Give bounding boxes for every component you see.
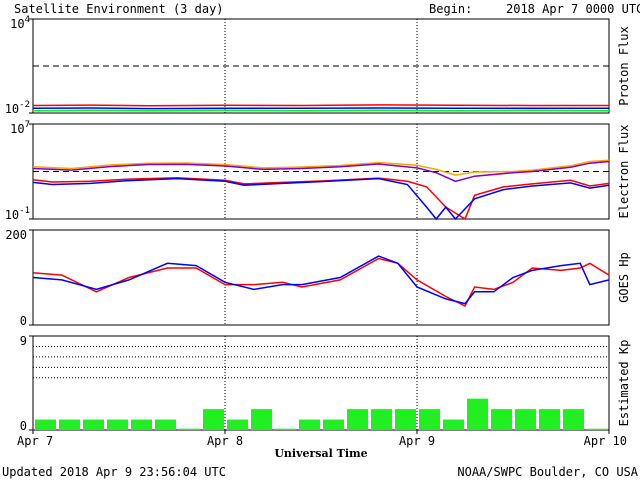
kp-bar: [515, 409, 536, 430]
y-tick-exponent: -1: [19, 206, 30, 216]
kp-bar: [155, 419, 176, 430]
panel-3: 200 0 GOES Hp: [5, 228, 631, 328]
y-tick-label: 0: [20, 314, 27, 328]
y-tick-base: 10: [5, 208, 19, 222]
y-axis-label: GOES Hp: [617, 252, 631, 303]
begin-value: 2018 Apr 7 0000 UTC: [506, 2, 640, 16]
kp-bar: [563, 409, 584, 430]
kp-bar: [179, 428, 200, 430]
y-tick-label: 200: [5, 228, 27, 242]
y-axis-label: Electron Flux: [617, 125, 631, 219]
kp-bar: [299, 419, 320, 430]
kp-bar: [323, 419, 344, 430]
footer-updated: Updated 2018 Apr 9 23:56:04 UTC: [2, 465, 226, 479]
series-line-2: [32, 107, 609, 110]
kp-bar: [371, 409, 392, 430]
panel-frame: [32, 229, 610, 326]
x-tick-label: Apr 9: [399, 434, 435, 448]
kp-bar: [419, 409, 440, 430]
y-axis-label: Proton Flux: [617, 26, 631, 105]
y-tick-exponent: 7: [25, 120, 30, 130]
kp-bar: [203, 409, 224, 430]
y-tick-exponent: 4: [25, 15, 30, 25]
y-tick-label: 10-1: [5, 206, 30, 222]
kp-bar: [251, 409, 272, 430]
y-tick-label: 107: [10, 120, 30, 136]
y-tick-label: 104: [10, 15, 30, 31]
y-tick-base: 10: [5, 102, 19, 116]
footer-credit: NOAA/SWPC Boulder, CO USA: [457, 465, 638, 479]
panel-frame: [32, 18, 610, 114]
kp-bar: [491, 409, 512, 430]
kp-bar: [275, 428, 296, 430]
y-tick-label: 0: [20, 419, 27, 433]
x-axis-label: Universal Time: [274, 447, 367, 460]
x-tick-label: Apr 10: [584, 434, 627, 448]
kp-bar: [83, 419, 104, 430]
kp-bar: [107, 419, 128, 430]
y-tick-label: 10-2: [5, 100, 30, 116]
y-tick-label: 9: [20, 334, 27, 348]
series-line-1: [32, 159, 610, 176]
series-line-3: [32, 176, 610, 221]
series-line-4: [32, 177, 610, 221]
series-line-2: [32, 160, 610, 183]
kp-bar: [443, 419, 464, 430]
y-tick-base: 10: [10, 122, 24, 136]
series-line-3: [32, 109, 610, 112]
kp-bar: [59, 419, 80, 430]
y-tick-exponent: -2: [19, 100, 30, 110]
begin-label: Begin:: [429, 2, 472, 16]
kp-bar: [347, 409, 368, 430]
kp-bar: [395, 409, 416, 430]
y-axis-label: Estimated Kp: [617, 340, 631, 427]
panel-4: 9 0 Estimated Kp Apr 7 Apr 8 Apr 9 Apr 10 Unive…: [17, 334, 631, 460]
chart-title: Satellite Environment (3 day): [14, 2, 224, 16]
kp-bar: [131, 419, 152, 430]
kp-bar: [35, 419, 56, 430]
series-line-1: [32, 257, 610, 308]
kp-bar: [539, 409, 560, 430]
series-line-2: [32, 255, 610, 305]
kp-bar: [467, 398, 488, 430]
kp-bar: [227, 419, 248, 430]
x-tick-label: Apr 8: [207, 434, 243, 448]
panel-frame: [32, 335, 610, 431]
y-tick-base: 10: [10, 17, 24, 31]
kp-bar: [587, 428, 608, 430]
series-line-1: [32, 104, 609, 107]
x-tick-label: Apr 7: [17, 434, 53, 448]
